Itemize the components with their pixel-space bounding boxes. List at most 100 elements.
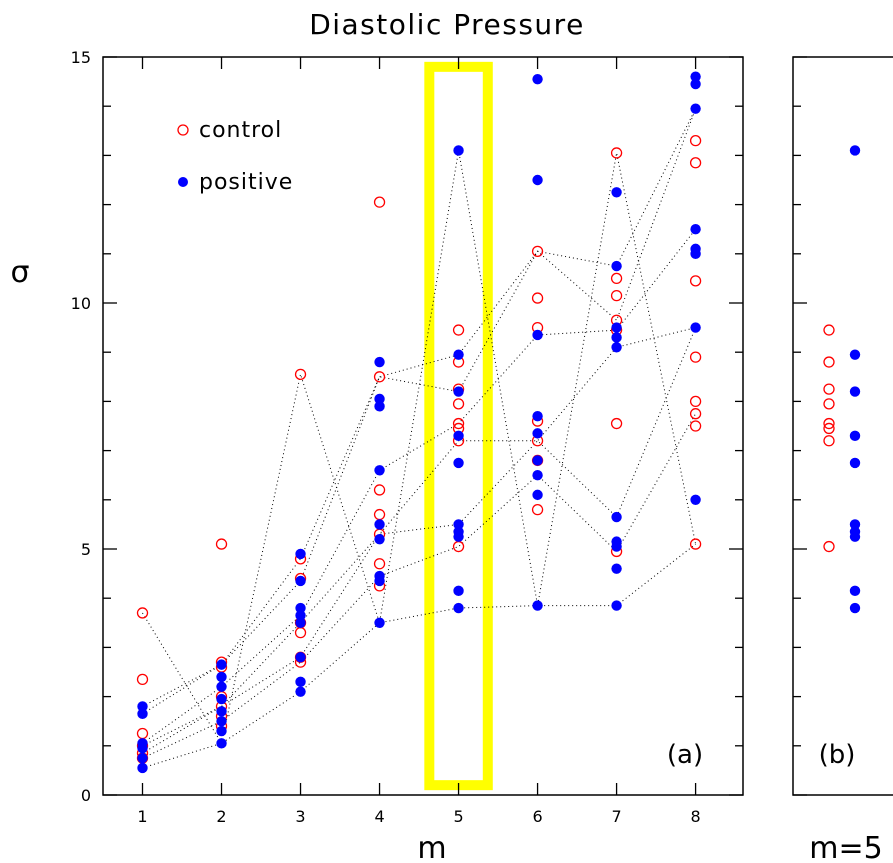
control-point <box>294 626 307 639</box>
x-tick-label: 5 <box>453 807 463 826</box>
positive-point <box>374 617 385 628</box>
positive-point <box>611 187 622 198</box>
positive-points <box>137 71 701 774</box>
control-point <box>689 275 702 287</box>
positive-point <box>216 681 227 692</box>
positive-point <box>611 541 622 552</box>
panel-b-control-point <box>823 383 835 395</box>
control-point <box>531 292 544 304</box>
control-point <box>136 607 149 619</box>
positive-point <box>295 602 306 614</box>
control-point <box>610 272 623 285</box>
x-tick-label: 6 <box>532 807 542 826</box>
control-point <box>373 558 386 570</box>
positive-point <box>137 762 148 774</box>
positive-point <box>453 349 464 360</box>
positive-point <box>690 78 701 90</box>
positive-point <box>374 533 385 545</box>
positive-point <box>532 174 543 186</box>
trajectory-lines <box>142 108 697 769</box>
positive-point <box>374 465 385 476</box>
control-point <box>689 395 702 408</box>
positive-point <box>216 693 227 705</box>
panel-b-positive-point <box>849 519 861 530</box>
positive-point <box>295 617 306 628</box>
panel-b-ticks <box>793 56 807 796</box>
panel-b-label: (b) <box>819 740 856 770</box>
panel-b-control-point <box>823 398 835 410</box>
panel-a-frame <box>102 56 744 796</box>
positive-point <box>453 531 464 542</box>
control-point <box>294 368 307 380</box>
trajectory-line <box>142 150 697 745</box>
trajectory-line <box>142 108 697 715</box>
panel-a: 1 2 3 4 5 6 7 8 0 5 10 15 control positive (a) <box>71 48 744 826</box>
panel-b-positive-point <box>849 602 861 614</box>
control-point <box>689 157 702 169</box>
positive-point <box>690 71 701 82</box>
legend: control positive <box>177 118 293 195</box>
panel-b-positive-point <box>849 386 861 397</box>
positive-point <box>137 701 148 712</box>
panel-a-ticks: 1 2 3 4 5 6 7 8 0 5 10 15 <box>71 48 743 826</box>
y-tick-label: 0 <box>81 786 91 805</box>
positive-point <box>532 600 543 611</box>
positive-point <box>532 410 543 422</box>
x-tick-label: 7 <box>611 807 621 826</box>
control-point <box>136 673 149 686</box>
control-point <box>452 540 465 553</box>
positive-point <box>690 494 701 505</box>
control-point <box>373 371 386 383</box>
x-tick-label: 8 <box>690 807 700 826</box>
positive-point <box>532 470 543 481</box>
positive-point <box>295 652 306 663</box>
y-axis-label: σ <box>10 255 29 290</box>
legend-control-label: control <box>199 118 282 143</box>
positive-point <box>611 322 622 333</box>
legend-positive-label: positive <box>199 170 293 195</box>
positive-point <box>532 73 543 85</box>
positive-point <box>611 342 622 353</box>
positive-point <box>453 585 464 597</box>
control-point <box>610 147 623 159</box>
control-point <box>689 351 702 363</box>
panel-b-positive-point <box>849 531 861 542</box>
x-axis-label: m <box>417 831 446 863</box>
panel-b-positive-point <box>849 457 861 469</box>
control-point <box>531 503 544 516</box>
positive-point <box>216 725 227 737</box>
positive-point <box>690 224 701 235</box>
positive-point <box>611 563 622 574</box>
panel-b-control-point <box>823 417 835 430</box>
positive-point <box>453 145 464 156</box>
positive-point <box>611 600 622 611</box>
positive-point <box>611 511 622 523</box>
positive-point <box>611 260 622 272</box>
positive-point <box>374 401 385 412</box>
trajectory-line <box>142 327 696 747</box>
panel-b-points <box>823 145 861 614</box>
positive-point <box>295 575 306 587</box>
legend-positive-marker <box>178 177 188 187</box>
control-point <box>215 538 228 550</box>
trajectory-line <box>142 108 697 707</box>
control-point <box>373 196 386 208</box>
legend-control-marker <box>177 124 189 136</box>
panel-a-label: (a) <box>667 740 703 770</box>
positive-point <box>374 393 385 405</box>
positive-point <box>453 602 464 614</box>
positive-point <box>690 248 701 259</box>
panel-b-positive-point <box>849 430 861 442</box>
panel-b-x-label: m=5 <box>809 831 882 863</box>
y-tick-label: 5 <box>81 540 91 559</box>
panel-b-positive-point <box>849 145 861 156</box>
positive-point <box>295 548 306 560</box>
y-tick-label: 10 <box>71 294 91 313</box>
positive-point <box>532 455 543 466</box>
positive-point <box>374 575 385 587</box>
positive-point <box>216 738 227 749</box>
positive-point <box>532 489 543 501</box>
m5-highlight-box <box>424 61 493 791</box>
panel-b-frame <box>792 56 893 796</box>
